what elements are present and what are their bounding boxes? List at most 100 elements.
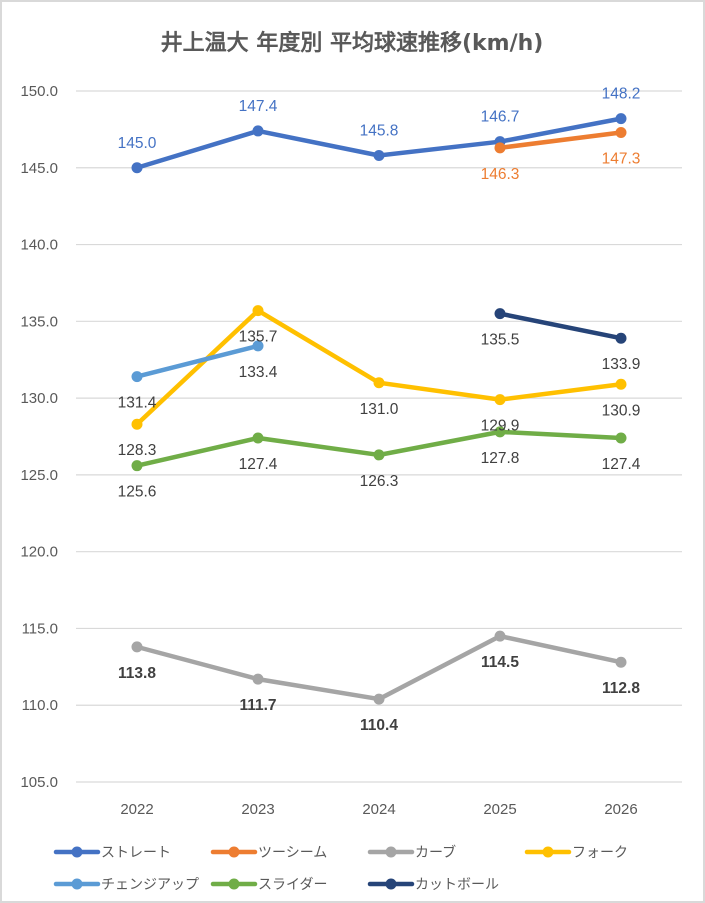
data-label: 147.4 — [239, 98, 278, 115]
legend-label: カットボール — [415, 877, 499, 893]
legend-label: ストレート — [101, 845, 171, 861]
y-tick-label: 130.0 — [20, 390, 58, 407]
series-line — [497, 311, 624, 341]
legend-item: フォーク — [524, 845, 628, 861]
y-tick-label: 110.0 — [22, 697, 58, 714]
data-label: 130.9 — [602, 402, 641, 419]
data-label: 128.3 — [118, 442, 157, 459]
data-point — [373, 377, 385, 389]
legend-item: ツーシーム — [210, 845, 327, 861]
legend-label: スライダー — [258, 877, 327, 893]
data-point — [252, 125, 264, 137]
data-point — [131, 371, 143, 383]
series-group — [131, 113, 627, 705]
data-point — [615, 656, 627, 668]
data-point — [131, 460, 143, 472]
legend-item: カットボール — [367, 877, 499, 893]
series-2 — [494, 126, 627, 154]
series-6 — [131, 426, 627, 472]
x-tick-label: 2025 — [483, 801, 516, 818]
data-point — [252, 340, 264, 352]
data-label: 127.4 — [602, 456, 641, 473]
data-point — [131, 418, 143, 430]
data-point — [494, 308, 506, 320]
data-label: 112.8 — [602, 680, 640, 697]
x-tick-label: 2022 — [120, 801, 153, 818]
data-label: 145.0 — [118, 135, 157, 152]
data-point — [494, 394, 506, 406]
data-label: 145.8 — [360, 122, 399, 139]
data-label: 147.3 — [602, 150, 641, 167]
series-line — [134, 429, 624, 468]
chart-title: 井上温大 年度別 平均球速推移(km/h) — [161, 30, 544, 56]
data-label: 131.0 — [360, 401, 399, 418]
legend-item: スライダー — [210, 877, 327, 893]
data-labels: 145.0 147.4 145.8 146.7 148.2 146.3 147.3 113.8… — [118, 86, 641, 734]
series-line — [134, 633, 624, 702]
data-point — [494, 630, 506, 642]
data-point — [373, 449, 385, 461]
data-label: 146.7 — [481, 109, 520, 126]
legend-label: フォーク — [572, 845, 628, 861]
y-tick-label: 115.0 — [22, 620, 58, 637]
legend-point-marker — [71, 878, 83, 890]
data-point — [615, 378, 627, 390]
data-label: 127.4 — [239, 456, 278, 473]
data-point — [615, 332, 627, 344]
data-point — [373, 693, 385, 705]
data-label: 114.5 — [481, 654, 519, 671]
data-label: 131.4 — [118, 395, 157, 412]
legend-label: ツーシーム — [258, 845, 327, 861]
legend-point-marker — [542, 846, 554, 858]
legend-label: カーブ — [415, 844, 456, 861]
y-tick-label: 105.0 — [20, 774, 58, 791]
data-label: 127.8 — [481, 450, 520, 467]
legend-label: チェンジアップ — [101, 877, 199, 893]
series-3 — [131, 630, 627, 705]
data-point — [494, 426, 506, 438]
legend-point-marker — [228, 846, 240, 858]
data-label: 133.9 — [602, 356, 641, 373]
data-point — [373, 149, 385, 161]
data-label: 148.2 — [602, 86, 641, 103]
x-tick-label: 2023 — [241, 801, 274, 818]
data-label: 133.4 — [239, 364, 278, 381]
data-point — [615, 126, 627, 138]
series-7 — [494, 308, 627, 344]
y-tick-label: 120.0 — [20, 544, 58, 561]
y-tick-label: 135.0 — [20, 313, 58, 330]
legend-item: チェンジアップ — [53, 877, 199, 893]
y-tick-label: 140.0 — [20, 237, 58, 254]
y-tick-label: 150.0 — [20, 83, 58, 100]
y-tick-label: 145.0 — [20, 160, 58, 177]
data-point — [252, 432, 264, 444]
data-label: 110.4 — [360, 717, 398, 734]
data-point — [131, 162, 143, 174]
data-label: 135.7 — [239, 329, 278, 346]
data-point — [252, 305, 264, 317]
data-point — [615, 113, 627, 125]
legend-point-marker — [228, 878, 240, 890]
data-point — [131, 641, 143, 653]
legend-item: ストレート — [53, 845, 171, 861]
legend-point-marker — [385, 846, 397, 858]
data-label: 146.3 — [481, 166, 520, 183]
series-4 — [131, 305, 627, 430]
legend-point-marker — [71, 846, 83, 858]
data-label: 125.6 — [118, 484, 157, 501]
legend-item: カーブ — [367, 844, 456, 861]
data-label: 135.5 — [481, 332, 520, 349]
data-label: 113.8 — [118, 665, 156, 682]
data-point — [494, 142, 506, 154]
data-label: 111.7 — [239, 697, 276, 714]
data-point — [252, 673, 264, 685]
x-axis: 2022 2023 2024 2025 2026 — [120, 801, 637, 818]
gridlines — [76, 90, 682, 783]
series-line — [134, 343, 261, 379]
x-tick-label: 2026 — [604, 801, 637, 818]
series-line — [497, 130, 624, 151]
y-axis: 150.0 145.0 140.0 135.0 130.0 125.0 120.0 115.0… — [20, 83, 58, 791]
data-label: 126.3 — [360, 473, 399, 490]
